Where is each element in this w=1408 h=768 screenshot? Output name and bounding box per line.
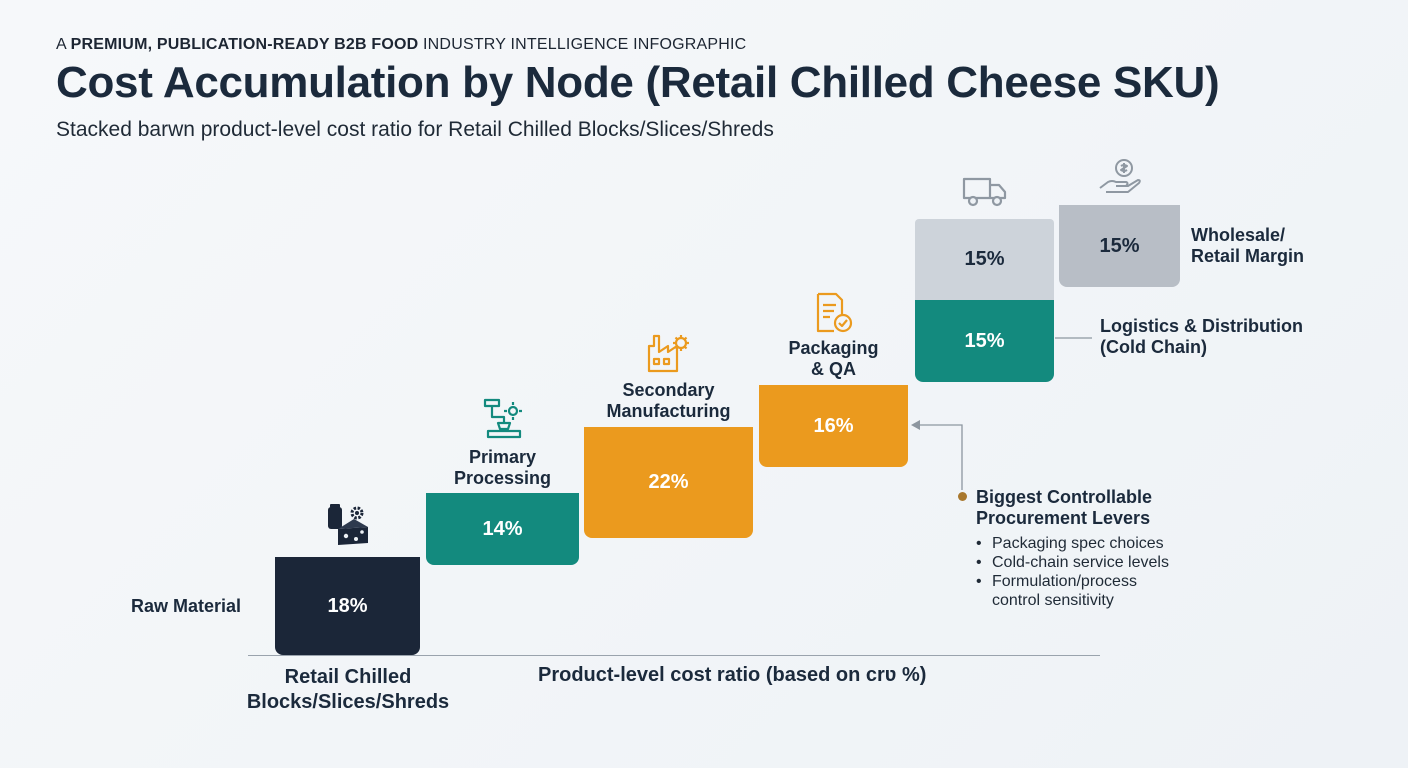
bar-secondary-manufacturing: 22% (584, 427, 753, 538)
label-line: Retail Margin (1191, 246, 1305, 266)
hand-money-icon (1099, 159, 1141, 193)
levers-list: Packaging spec choices Cold-chain servic… (976, 534, 1169, 610)
bar-packaging-qa: 16% (759, 385, 908, 467)
bar-value-label: 15% (964, 329, 1005, 352)
label-line: Logistics & Distribution (1100, 316, 1304, 336)
bar-wholesale-retail-margin: 15% (1059, 205, 1180, 287)
lever-item-continuation: control sensitivity (992, 592, 1114, 609)
lever-item: Packaging spec choices (976, 534, 1169, 553)
label-line: Procurement Levers (976, 508, 1151, 528)
bar-value-label: 16% (813, 414, 854, 437)
label-line: Wholesale/ (1191, 225, 1286, 245)
cheese-gear-icon (328, 504, 368, 545)
label-line: Packaging (788, 338, 879, 358)
label-packaging-qa: Packaging & QA (759, 338, 908, 380)
x-axis-baseline (248, 655, 1100, 656)
kicker-bold: PREMIUM, PUBLICATION-READY B2B FOOD (70, 36, 419, 53)
label-line: Secondary (622, 380, 715, 400)
label-line: Primary (468, 447, 537, 467)
bar-logistics-distribution: 15% (915, 300, 1054, 382)
bar-value-label: 14% (482, 517, 523, 540)
label-primary-processing: Primary Processing (426, 447, 579, 489)
factory-gear-icon (647, 334, 689, 373)
kicker-prefix: A (56, 36, 71, 53)
label-raw-material: Raw Material (131, 596, 242, 616)
label-secondary-manufacturing: Secondary Manufacturing (584, 380, 753, 422)
bar-value-label: 18% (327, 594, 368, 617)
levers-arrowhead (911, 420, 920, 430)
bar-value-label: 22% (648, 471, 689, 493)
bar-value-label: 15% (964, 248, 1005, 270)
label-line: Blocks/Slices/Shreds (246, 691, 450, 713)
bar-upper-grey: 15% (915, 219, 1054, 300)
document-check-icon (816, 292, 853, 333)
truck-icon (962, 177, 1007, 207)
label-line: Processing (453, 468, 552, 488)
levers-bullet-dot (958, 492, 967, 501)
bar-primary-processing: 14% (426, 493, 579, 565)
chart-subtitle: Stacked barwn product-level cost ratio f… (56, 118, 774, 141)
label-line: (Cold Chain) (1100, 337, 1207, 357)
label-logistics-distribution: Logistics & Distribution (Cold Chain) (1100, 316, 1303, 358)
lever-item: Cold-chain service levels (976, 553, 1169, 572)
x-axis-label: Product-level cost ratio (based on crʋ %… (538, 664, 927, 686)
bar-value-label: 15% (1099, 234, 1140, 257)
label-line: Manufacturing (606, 401, 731, 421)
label-line: & QA (811, 359, 856, 379)
processing-machine-icon (483, 398, 522, 439)
lever-item: Formulation/process (976, 572, 1169, 591)
kicker-rest: INDUSTRY INTELLIGENCE INFOGRAPHIC (418, 36, 747, 53)
levers-title: Biggest Controllable Procurement Levers (976, 487, 1152, 529)
label-line: Biggest Controllable (976, 487, 1153, 507)
label-wholesale-retail-margin: Wholesale/Retail Margin (1191, 225, 1304, 267)
kicker: A PREMIUM, PUBLICATION-READY B2B FOOD IN… (56, 36, 746, 54)
levers-leader-line (918, 424, 963, 490)
bar-raw-material: 18% (275, 557, 420, 655)
chart-title: Cost Accumulation by Node (Retail Chille… (56, 58, 1220, 107)
label-line: Retail Chilled (284, 666, 412, 688)
category-label: Retail Chilled Blocks/Slices/Shreds (228, 665, 468, 715)
